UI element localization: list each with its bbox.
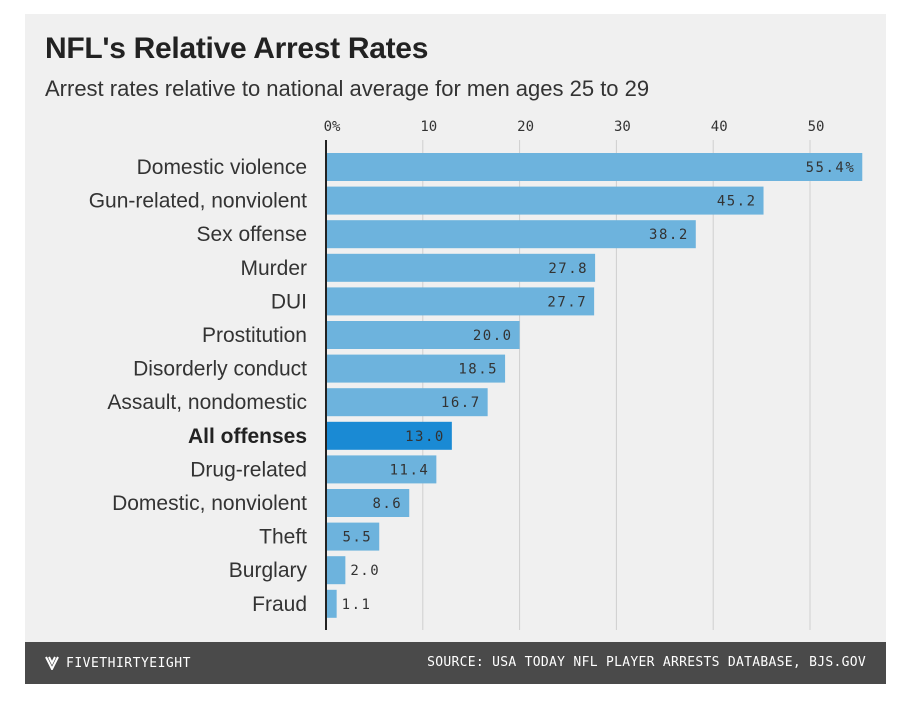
bar-chart: 0% 10 20 30 40 50 Domestic violence Gun-relate… (89, 119, 863, 630)
category-label: Sex offense (196, 223, 307, 246)
bar (326, 455, 437, 484)
bar (326, 287, 595, 316)
bar (326, 321, 520, 349)
category-label: Murder (240, 257, 307, 280)
chart-title: NFL's Relative Arrest Rates (45, 32, 429, 65)
bar (326, 220, 696, 249)
bar (326, 421, 452, 450)
category-label: Assault, nondomestic (107, 391, 307, 414)
brand-label: FIVETHIRTYEIGHT (66, 655, 191, 671)
value-label: 16.7 (441, 395, 481, 411)
category-label: Theft (259, 526, 307, 549)
value-label: 27.7 (547, 294, 587, 310)
category-label: Prostitution (202, 324, 307, 347)
footer-bar: FIVETHIRTYEIGHT SOURCE: USA TODAY NFL PL… (25, 642, 886, 684)
value-label: 55.4% (806, 160, 856, 176)
bar (326, 186, 764, 215)
x-tick-label: 30 (614, 119, 631, 135)
category-labels: Domestic violence Gun-related, nonviolent… (89, 156, 308, 616)
bar (326, 388, 488, 417)
bar (326, 253, 596, 282)
value-label: 38.2 (649, 227, 689, 243)
chart-card: NFL's Relative Arrest Rates Arrest rates… (25, 14, 886, 684)
x-tick-label: 20 (517, 119, 534, 135)
category-label: Domestic violence (137, 156, 307, 179)
bar (326, 489, 410, 517)
bars (326, 153, 863, 618)
fivethirtyeight-logo-icon (45, 656, 59, 670)
x-tick-label: 10 (420, 119, 437, 135)
value-label: 8.6 (372, 496, 402, 512)
x-tick-label: 50 (808, 119, 825, 135)
value-label: 13.0 (405, 429, 445, 445)
chart-subtitle: Arrest rates relative to national averag… (45, 76, 650, 101)
x-tick-label: 0% (324, 119, 341, 135)
category-label: Drug-related (190, 458, 307, 481)
x-tick-label: 40 (711, 119, 728, 135)
value-label: 2.0 (350, 563, 380, 579)
source-note: SOURCE: USA TODAY NFL PLAYER ARRESTS DAT… (427, 655, 866, 670)
bar (326, 556, 346, 585)
value-label: 5.5 (342, 530, 372, 546)
bar (326, 522, 380, 551)
category-label: All offenses (188, 425, 307, 448)
value-label: 45.2 (717, 194, 757, 210)
bar (326, 589, 337, 618)
value-label: 1.1 (342, 597, 372, 613)
bar (326, 153, 863, 181)
brand: FIVETHIRTYEIGHT (45, 642, 191, 684)
value-label: 27.8 (548, 261, 588, 277)
value-labels: 55.4% 45.2 38.2 27.8 27.7 20.0 18.5 16.7 13.0 11.… (342, 160, 856, 613)
bar (326, 354, 506, 383)
category-label: Domestic, nonviolent (112, 492, 307, 515)
value-label: 20.0 (473, 328, 513, 344)
value-label: 18.5 (458, 362, 498, 378)
category-label: Gun-related, nonviolent (89, 190, 307, 213)
category-label: Fraud (252, 593, 307, 616)
x-axis-ticks: 0% 10 20 30 40 50 (324, 119, 825, 135)
category-label: Disorderly conduct (133, 358, 307, 381)
value-label: 11.4 (390, 462, 430, 478)
category-label: Burglary (229, 559, 308, 582)
category-label: DUI (271, 290, 307, 313)
